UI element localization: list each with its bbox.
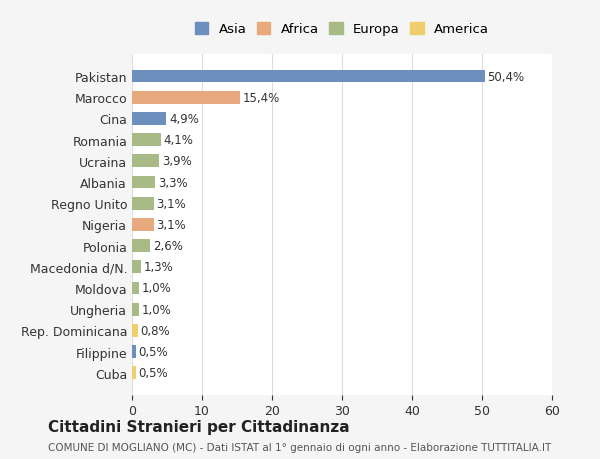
Bar [132, 346, 136, 358]
Text: 4,9%: 4,9% [169, 112, 199, 126]
Bar [132, 113, 166, 125]
Text: 50,4%: 50,4% [488, 70, 525, 84]
Text: 0,8%: 0,8% [140, 324, 170, 337]
Text: Cittadini Stranieri per Cittadinanza: Cittadini Stranieri per Cittadinanza [48, 420, 350, 435]
Bar [132, 71, 485, 83]
Bar [132, 282, 139, 295]
Bar [132, 155, 160, 168]
Bar [132, 218, 154, 231]
Text: 3,3%: 3,3% [158, 176, 188, 189]
Bar [132, 197, 154, 210]
Bar [132, 176, 155, 189]
Bar [132, 325, 137, 337]
Bar [132, 261, 141, 274]
Text: 0,5%: 0,5% [139, 366, 168, 380]
Text: 2,6%: 2,6% [153, 240, 183, 252]
Text: COMUNE DI MOGLIANO (MC) - Dati ISTAT al 1° gennaio di ogni anno - Elaborazione T: COMUNE DI MOGLIANO (MC) - Dati ISTAT al … [48, 442, 551, 452]
Text: 3,1%: 3,1% [157, 218, 186, 231]
Text: 4,1%: 4,1% [163, 134, 193, 147]
Bar [132, 92, 240, 104]
Bar [132, 303, 139, 316]
Text: 15,4%: 15,4% [242, 91, 280, 105]
Bar [132, 240, 150, 252]
Text: 1,0%: 1,0% [142, 303, 172, 316]
Bar [132, 367, 136, 379]
Text: 3,9%: 3,9% [162, 155, 192, 168]
Text: 3,1%: 3,1% [157, 197, 186, 210]
Text: 0,5%: 0,5% [139, 345, 168, 358]
Bar [132, 134, 161, 147]
Legend: Asia, Africa, Europa, America: Asia, Africa, Europa, America [190, 17, 494, 41]
Text: 1,0%: 1,0% [142, 282, 172, 295]
Text: 1,3%: 1,3% [144, 261, 173, 274]
